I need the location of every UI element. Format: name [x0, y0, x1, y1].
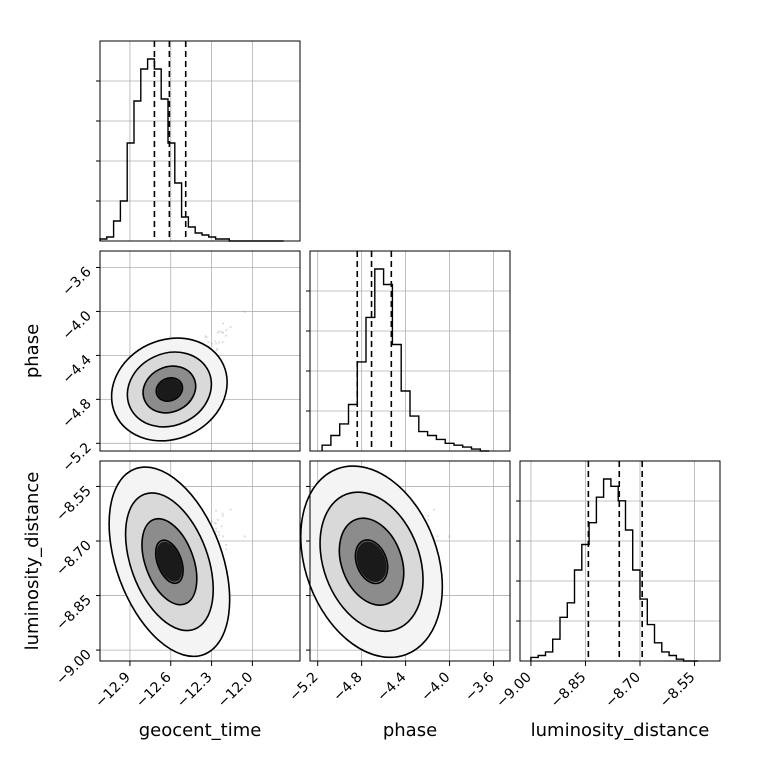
scatter-point — [221, 341, 224, 344]
scatter-point — [222, 535, 225, 538]
hist-step-geocent_time — [99, 58, 284, 242]
scatter-point — [210, 520, 214, 523]
scatter-point — [214, 522, 217, 525]
scatter-point — [221, 514, 224, 517]
scatter-point — [214, 509, 218, 512]
hist-step-phase — [321, 268, 490, 452]
panel-grid-1-1 — [310, 251, 510, 451]
scatter-point — [216, 331, 219, 334]
scatter-point — [215, 527, 218, 530]
scatter-point — [221, 331, 224, 334]
scatter-point — [220, 330, 223, 334]
panel-frame-1-1 — [309, 250, 511, 452]
density-fill-core — [157, 378, 182, 401]
scatter-point — [243, 310, 246, 313]
scatter-point — [221, 512, 224, 515]
scatter-point — [218, 330, 221, 333]
panel-grid-0-0 — [100, 41, 300, 241]
scatter-point — [225, 548, 228, 551]
panel-frame-2-2 — [519, 460, 721, 662]
scatter-point — [225, 328, 228, 332]
scatter-point — [213, 340, 216, 343]
contour-line-0 — [110, 337, 228, 442]
density-geocent_time-phase — [110, 337, 228, 442]
scatter-point — [427, 514, 430, 517]
scatter-point — [222, 322, 225, 325]
scatter-point — [215, 530, 218, 533]
scatter-point — [217, 341, 221, 344]
scatter-point — [436, 535, 439, 538]
scatter-point — [216, 518, 219, 521]
scatter-point — [224, 543, 228, 547]
scatter-point — [220, 525, 223, 528]
scatter-point — [215, 349, 218, 352]
scatter-point — [204, 335, 207, 338]
scatter-point — [427, 518, 430, 521]
panel-frame-0-0 — [99, 40, 301, 242]
scatter-point — [243, 535, 246, 538]
density-geocent_time-luminosity_distance — [108, 466, 231, 658]
scatter-point — [432, 508, 436, 511]
scatter-point — [448, 535, 451, 538]
scatter-point — [229, 325, 232, 329]
scatter-point — [229, 508, 232, 511]
scatter-point — [217, 530, 221, 533]
contour-line-3 — [155, 376, 184, 402]
scatter-point — [215, 342, 218, 345]
scatter-point — [218, 534, 221, 537]
scatter-point — [210, 342, 214, 345]
scatter-point — [216, 347, 219, 351]
scatter-point — [205, 336, 208, 339]
scatter-point — [207, 341, 210, 344]
scatter-point — [213, 522, 216, 525]
contour-line-2 — [142, 365, 197, 414]
panel-frame-1-0 — [99, 250, 301, 452]
scatter-point — [224, 334, 228, 337]
hist-step-luminosity_distance — [530, 478, 699, 662]
contour-line-1 — [126, 351, 213, 428]
